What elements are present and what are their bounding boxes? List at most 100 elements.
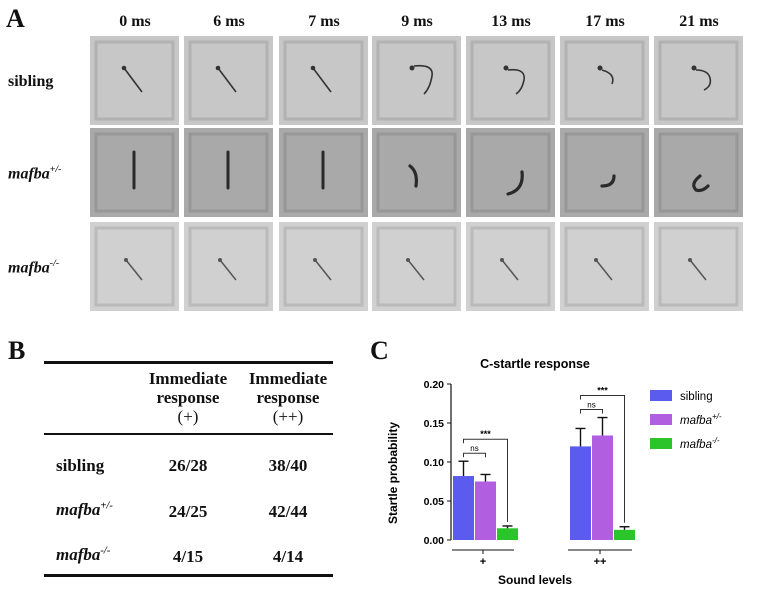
sig-bracket [580,395,625,523]
larva-frame-image [376,132,457,213]
larva-frame-image [658,132,739,213]
larva-frame-image [94,40,175,121]
video-frame [654,222,743,311]
time-label-1: 6 ms [213,13,245,30]
legend-swatch-2 [650,438,672,449]
legend-label-2: mafba-/- [680,436,720,451]
larva-frame-image [376,226,457,307]
ns-label: ns [470,444,478,453]
y-tick-label: 0.10 [424,457,445,469]
legend-label-1: mafba+/- [680,412,722,427]
larva-frame-image [470,132,551,213]
larva-frame-image [283,40,364,121]
larva-frame-image [188,226,269,307]
panel-c-letter: C [370,336,389,365]
larva-frame-image [188,40,269,121]
sig-stars: *** [597,386,608,396]
video-frame [654,128,743,217]
bar-0-1 [570,446,591,540]
video-frame [560,222,649,311]
panel-a-letter: A [6,4,25,33]
time-label-3: 9 ms [401,13,433,30]
larva-frame-image [283,226,364,307]
col-header-1: Immediate response (+) [148,369,228,426]
panel-b-letter: B [8,336,26,365]
video-frame [279,222,368,311]
row-label-mafba-het: mafba+/- [8,164,62,183]
table-bottom-rule [44,574,333,577]
sig-stars: *** [480,429,491,439]
video-frame [372,128,461,217]
x-tick-label: ++ [594,556,607,568]
larva-frame-image [564,40,645,121]
table-cell: 4/14 [272,547,304,566]
startle-bar-chart: C-startle response Startle probability S… [386,357,722,587]
larva-frame-image [470,226,551,307]
video-frame [90,222,179,311]
table-header-rule [44,433,333,435]
video-frame [466,36,555,125]
video-frame [279,36,368,125]
time-label-2: 7 ms [308,13,340,30]
larva-frame-image [94,132,175,213]
bar-1-0 [475,481,496,540]
y-tick-label: 0.05 [424,496,445,508]
table-cell: 38/40 [268,456,308,475]
table-cell: 4/15 [172,547,204,566]
ns-label: ns [587,401,595,410]
video-frame [184,36,273,125]
video-frame [90,36,179,125]
video-frame [466,128,555,217]
larva-frame-image [658,226,739,307]
larva-frame-image [564,226,645,307]
col-header-2: Immediate response (++) [248,369,328,426]
table-row-label-mafba-het: mafba+/- [56,500,113,519]
larva-frame-image [188,132,269,213]
row-label-mafba-mut: mafba-/- [8,258,60,277]
legend-swatch-0 [650,390,672,401]
y-tick-label: 0.20 [424,379,445,391]
video-frame [560,128,649,217]
legend-swatch-1 [650,414,672,425]
row-label-sibling: sibling [8,73,54,90]
chart-title: C-startle response [480,357,590,371]
larva-frame-image [283,132,364,213]
legend-label-0: sibling [680,391,713,403]
larva-frame-image [658,40,739,121]
video-frame [184,128,273,217]
table-row-label-sibling: sibling [56,456,105,475]
video-frame [372,222,461,311]
time-label-6: 21 ms [679,13,719,30]
table-row-label-mafba-mut: mafba-/- [56,545,111,564]
y-tick-label: 0.00 [424,535,445,547]
ns-bracket [580,409,603,414]
time-label-4: 13 ms [491,13,531,30]
table-cell: 42/44 [268,502,308,521]
x-tick-label: + [480,556,486,568]
video-frame [654,36,743,125]
video-frame [372,36,461,125]
y-tick-label: 0.15 [424,418,445,430]
larva-frame-image [564,132,645,213]
sig-bracket [463,438,508,522]
larva-frame-image [376,40,457,121]
bar-2-1 [614,529,635,540]
larva-frame-image [94,226,175,307]
time-label-5: 17 ms [585,13,625,30]
bar-2-0 [497,528,518,540]
x-axis-label: Sound levels [498,573,572,587]
video-frame [90,128,179,217]
video-frame [466,222,555,311]
bar-1-1 [592,435,613,540]
time-label-0: 0 ms [119,13,151,30]
larva-frame-image [470,40,551,121]
video-frame [560,36,649,125]
y-axis-label: Startle probability [386,422,400,524]
ns-bracket [463,452,486,458]
bar-0-0 [453,476,474,540]
video-frame [279,128,368,217]
table-cell: 24/25 [168,502,208,521]
table-top-rule [44,361,333,364]
video-frame [184,222,273,311]
table-cell: 26/28 [168,456,208,475]
